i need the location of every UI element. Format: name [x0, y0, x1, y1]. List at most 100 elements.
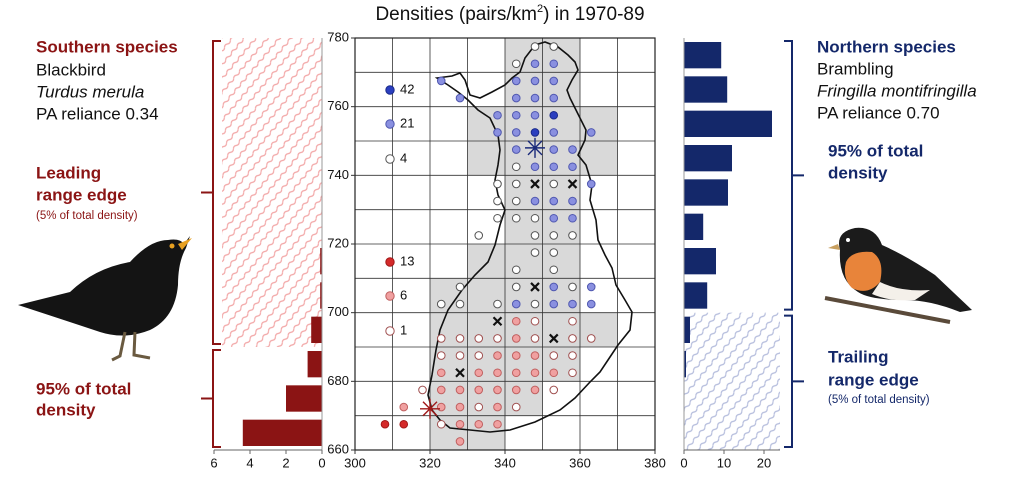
y-tick-label: 660: [327, 441, 349, 456]
density-point: [474, 419, 484, 429]
edge-hatch: [222, 38, 322, 347]
bar: [684, 316, 690, 343]
absence-cross: [548, 333, 559, 344]
density-point: [474, 385, 484, 395]
density-point: [549, 76, 559, 86]
density-point: [568, 196, 577, 206]
density-point: [530, 248, 540, 257]
occupied-cell: [430, 381, 543, 416]
core-label: 95% of total: [36, 379, 131, 398]
absence-cross: [530, 179, 540, 189]
legend-marker: [385, 119, 395, 129]
density-point: [530, 368, 540, 378]
density-point: [549, 196, 559, 206]
density-point: [568, 368, 577, 378]
density-point: [493, 128, 502, 137]
density-point: [549, 231, 559, 240]
density-point: [455, 419, 465, 429]
density-point: [511, 76, 521, 86]
legend-marker: [385, 291, 395, 301]
density-point: [493, 334, 502, 343]
density-point: [511, 93, 521, 103]
density-point: [568, 145, 577, 154]
y-tick-label: 720: [327, 235, 349, 250]
density-point: [511, 110, 521, 120]
x-tick-label: 2: [282, 455, 289, 470]
bar: [242, 419, 322, 446]
density-point: [586, 128, 596, 137]
y-tick-label: 700: [327, 304, 349, 319]
bar: [684, 42, 722, 69]
density-point: [474, 368, 484, 378]
density-point: [436, 299, 446, 309]
density-point: [455, 299, 465, 309]
density-point: [549, 128, 559, 137]
density-point: [511, 59, 521, 69]
density-point: [530, 42, 540, 51]
x-tick-label: 6: [210, 455, 217, 470]
density-point: [511, 334, 521, 343]
absence-cross: [492, 316, 503, 327]
density-point: [549, 265, 559, 275]
density-point: [586, 282, 596, 292]
density-point: [474, 351, 484, 360]
map-overlay: 42 21 4 13 6 1: [380, 42, 596, 446]
edge-hatch: [684, 312, 780, 450]
density-point: [493, 196, 502, 206]
density-point: [455, 437, 465, 446]
density-point: [511, 385, 521, 395]
occupied-cell: [467, 244, 580, 279]
legend-marker: [385, 154, 395, 164]
density-point: [530, 93, 540, 103]
density-point: [549, 93, 559, 103]
density-point: [549, 368, 559, 378]
range-centroid: [420, 398, 440, 419]
x-tick-label: 320: [419, 455, 441, 470]
bar: [311, 316, 322, 343]
density-point: [511, 145, 521, 154]
density-point: [380, 419, 390, 429]
edge-label: range edge: [36, 185, 127, 204]
density-point: [568, 316, 577, 326]
density-point: [455, 334, 465, 343]
x-tick-label: 4: [246, 455, 253, 470]
absence-cross: [455, 367, 465, 378]
brambling-illustration: [824, 227, 972, 324]
x-tick-label: 0: [680, 455, 687, 470]
legend-marker: [385, 85, 395, 95]
density-point: [530, 316, 540, 326]
pa-reliance: PA reliance 0.70: [817, 103, 940, 122]
core-label: density: [828, 163, 888, 182]
range-bracket: [201, 349, 221, 448]
density-point: [568, 231, 577, 240]
density-point: [511, 402, 521, 412]
edge-label: range edge: [828, 370, 919, 389]
title: Densities (pairs/km2) in 1970-89: [375, 3, 644, 25]
edge-label: Trailing: [828, 347, 888, 366]
bar: [684, 351, 686, 378]
density-point: [474, 231, 484, 240]
bar: [684, 76, 728, 103]
species-group: Southern species: [36, 37, 178, 56]
edge-note: (5% of total density): [828, 394, 930, 406]
density-point: [436, 76, 446, 86]
bar: [307, 351, 322, 378]
blackbird-illustration: [18, 236, 192, 362]
y-tick-label: 780: [327, 29, 349, 44]
x-tick-label: 0: [318, 455, 325, 470]
density-point: [474, 334, 484, 343]
common-name: Brambling: [817, 59, 894, 78]
finland-outline: [427, 41, 633, 433]
absence-cross: [530, 282, 540, 292]
density-point: [568, 282, 577, 292]
density-point: [549, 110, 559, 120]
x-tick-label: 360: [569, 455, 591, 470]
legend-marker: [385, 326, 395, 336]
density-point: [549, 282, 559, 292]
density-point: [455, 385, 465, 395]
bar: [684, 248, 716, 275]
density-point: [530, 231, 540, 240]
density-point: [436, 334, 446, 343]
